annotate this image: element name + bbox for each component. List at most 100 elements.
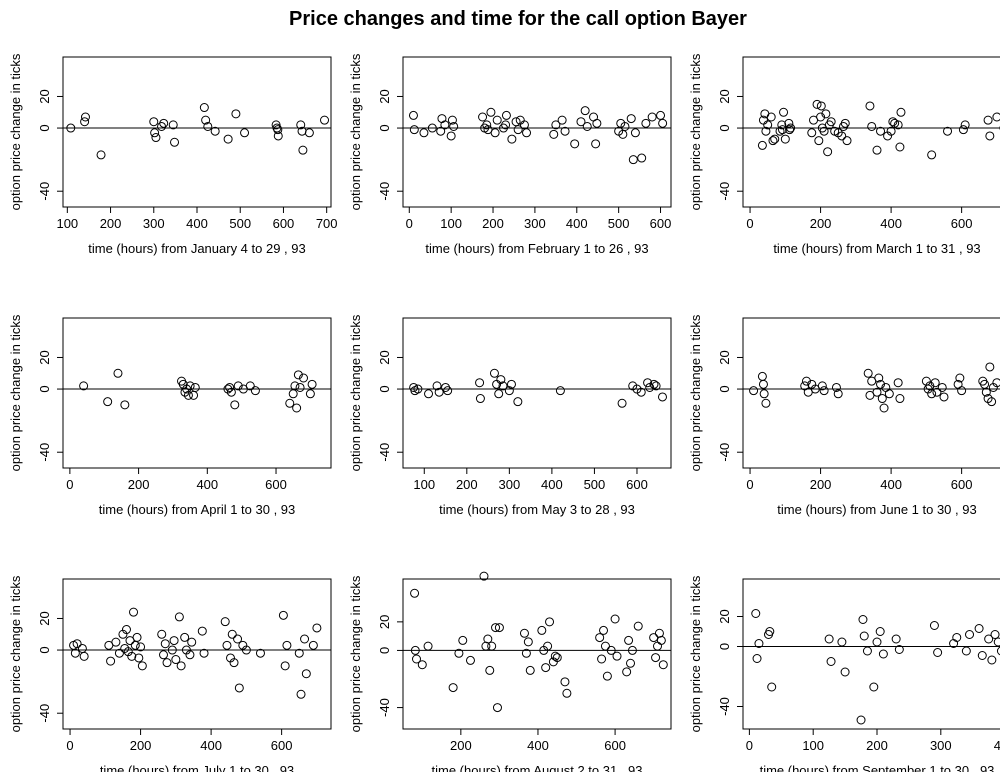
- data-point: [580, 106, 590, 116]
- x-tick-label: 600: [951, 216, 973, 231]
- x-tick-label: 200: [100, 216, 122, 231]
- data-point: [952, 633, 962, 642]
- data-point: [432, 381, 442, 391]
- data-point: [130, 640, 140, 650]
- y-tick-label: -40: [37, 704, 52, 723]
- data-point: [826, 657, 836, 666]
- data-point: [617, 398, 627, 408]
- data-point: [190, 382, 200, 392]
- data-point: [222, 640, 232, 650]
- data-point: [492, 703, 502, 713]
- data-point: [273, 125, 283, 135]
- x-tick-label: 300: [143, 216, 165, 231]
- x-tick-label: 600: [273, 216, 295, 231]
- x-tick-label: 100: [56, 216, 78, 231]
- x-tick-label: 200: [810, 477, 832, 492]
- data-point: [210, 126, 220, 136]
- data-point: [893, 120, 903, 130]
- data-point: [875, 627, 885, 636]
- data-point: [436, 126, 446, 136]
- data-point: [233, 381, 243, 391]
- y-tick-label: 20: [377, 350, 392, 364]
- x-axis-label: time (hours) from July 1 to 30 , 93: [100, 763, 294, 772]
- data-point: [653, 641, 663, 651]
- data-point: [229, 658, 239, 668]
- x-tick-label: 500: [608, 216, 630, 231]
- plot-frame: [402, 56, 672, 208]
- figure-title: Price changes and time for the call opti…: [289, 8, 747, 30]
- x-tick-label: 100: [802, 738, 824, 753]
- data-point: [227, 629, 237, 639]
- data-point: [576, 117, 586, 127]
- data-point: [761, 398, 771, 408]
- y-tick-label: 0: [377, 647, 392, 654]
- data-point: [487, 641, 497, 651]
- data-point: [958, 125, 968, 135]
- data-point: [231, 109, 241, 119]
- plot-frame: [742, 578, 1000, 730]
- data-point: [491, 623, 501, 633]
- data-point: [66, 123, 76, 133]
- x-tick-label: 200: [810, 216, 832, 231]
- data-point: [633, 621, 643, 631]
- x-tick-label: 400: [196, 477, 218, 492]
- data-point: [985, 362, 995, 372]
- y-tick-label: 20: [717, 609, 732, 623]
- x-axis-label: time (hours) from September 1 to 30 , 93: [760, 763, 995, 772]
- data-point: [475, 378, 485, 388]
- x-tick-label: 100: [413, 477, 435, 492]
- data-point: [465, 655, 475, 665]
- data-point: [494, 623, 504, 633]
- x-tick-label: 0: [746, 216, 753, 231]
- y-tick-label: 0: [37, 385, 52, 392]
- data-point: [245, 381, 255, 391]
- data-point: [960, 120, 970, 130]
- data-point: [293, 370, 303, 380]
- x-tick-label: 200: [456, 477, 478, 492]
- data-point: [240, 128, 250, 138]
- data-point: [647, 112, 657, 122]
- data-point: [157, 629, 167, 639]
- y-tick-label: -40: [37, 182, 52, 201]
- data-point: [895, 394, 905, 404]
- data-point: [170, 137, 180, 147]
- data-point: [519, 628, 529, 638]
- data-point: [72, 639, 82, 649]
- data-point: [993, 637, 1000, 647]
- data-point: [833, 389, 843, 399]
- data-point: [549, 129, 559, 139]
- data-point: [320, 115, 330, 125]
- data-point: [896, 107, 906, 117]
- data-point: [630, 128, 640, 138]
- y-tick-label: -40: [717, 182, 732, 201]
- data-point: [521, 648, 531, 658]
- data-point: [169, 636, 179, 646]
- data-point: [888, 117, 898, 127]
- data-point: [749, 386, 759, 396]
- data-point: [482, 120, 492, 130]
- data-point: [298, 145, 308, 155]
- data-point: [79, 651, 89, 661]
- data-point: [620, 121, 630, 131]
- data-point: [103, 397, 113, 407]
- data-point: [869, 682, 879, 692]
- data-point: [96, 150, 106, 160]
- x-tick-label: 600: [951, 477, 973, 492]
- data-point: [408, 110, 418, 120]
- x-axis-label: time (hours) from February 1 to 26 , 93: [425, 241, 648, 256]
- data-point: [826, 117, 836, 127]
- data-point: [658, 660, 668, 670]
- y-tick-label: 20: [717, 350, 732, 364]
- data-point: [992, 378, 1000, 388]
- data-point: [285, 398, 295, 408]
- data-point: [816, 112, 826, 122]
- y-axis-label: option price change in ticks: [8, 314, 23, 471]
- data-point: [411, 654, 421, 664]
- data-point: [448, 683, 458, 693]
- data-point: [522, 128, 532, 138]
- data-point: [545, 617, 555, 627]
- data-point: [786, 123, 796, 133]
- y-tick-label: 0: [377, 124, 392, 131]
- data-point: [171, 655, 181, 665]
- y-axis-label: option price change in ticks: [688, 53, 703, 210]
